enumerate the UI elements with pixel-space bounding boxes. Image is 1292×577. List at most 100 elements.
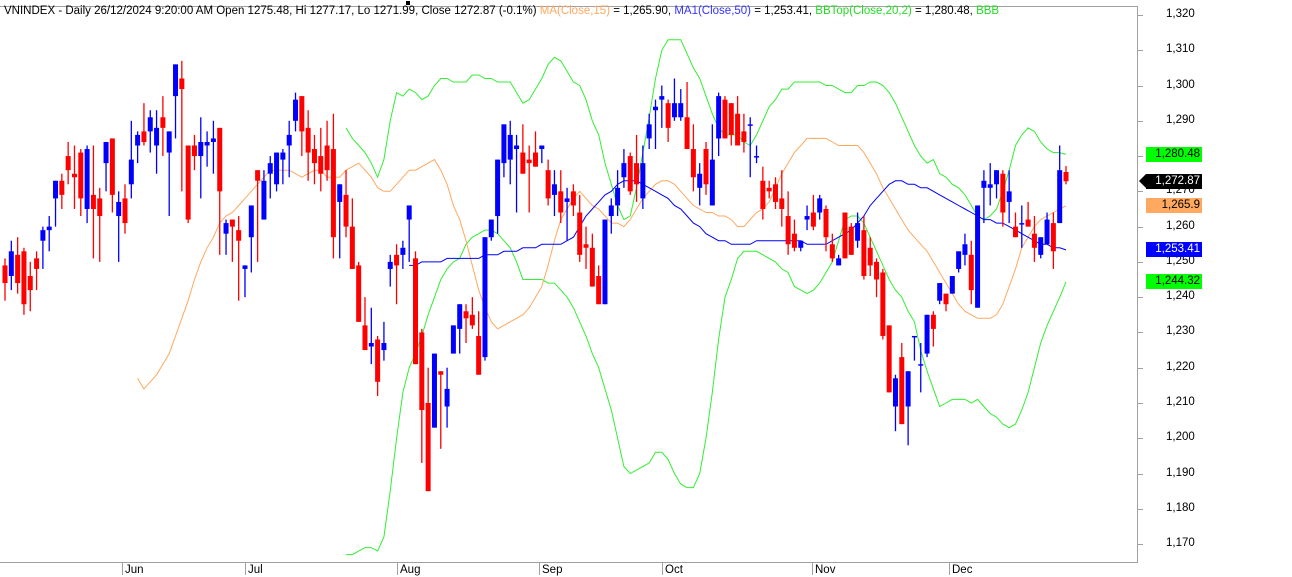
candle (210, 120, 216, 174)
ma50-legend: MA1(Close,50) (674, 5, 752, 17)
candle (191, 134, 197, 171)
candle (223, 219, 229, 255)
ma15-legend: MA(Close,15) (539, 5, 611, 17)
candle (514, 134, 520, 213)
candle (406, 205, 412, 262)
candle (59, 173, 65, 209)
candle (754, 145, 760, 164)
candle (135, 131, 141, 164)
ma15-value-badge: 1,265.9 (1146, 198, 1202, 214)
candle (1063, 166, 1069, 185)
candle (867, 237, 873, 276)
candle (109, 138, 115, 213)
axis-tick (1138, 473, 1143, 475)
candle (615, 170, 621, 217)
close-value-badge: 1,272.87 (1139, 173, 1202, 189)
candle (924, 314, 930, 358)
candle (1000, 170, 1006, 227)
candle (236, 216, 242, 301)
candle (482, 237, 488, 361)
axis-tick (1138, 15, 1143, 16)
candle (741, 113, 747, 153)
candle (78, 149, 84, 217)
axis-label: 1,180 (1166, 501, 1195, 514)
candle (905, 371, 911, 446)
axis-label: 1,210 (1166, 395, 1195, 408)
ma50-value-badge: 1,253.41 (1146, 242, 1202, 258)
candle (450, 325, 456, 354)
candle (280, 149, 286, 185)
chart-header: VNINDEX - Daily 26/12/2024 9:20:00 AM Op… (4, 5, 999, 17)
candle (589, 233, 595, 287)
candle (526, 145, 532, 213)
candle (229, 219, 235, 262)
candle (1012, 212, 1018, 238)
candle (337, 184, 343, 259)
candle (975, 205, 981, 308)
candle (274, 152, 280, 192)
candle (886, 325, 892, 393)
candle (1038, 237, 1044, 259)
month-label-sep: Sep (539, 563, 562, 576)
candle (356, 261, 362, 322)
candle (577, 194, 583, 262)
candle (27, 261, 33, 312)
candle (634, 134, 640, 202)
price-plot (2, 39, 1069, 556)
candle (665, 99, 671, 142)
candle (261, 170, 267, 220)
candle (690, 124, 696, 192)
candle (84, 145, 90, 224)
candle (147, 110, 153, 153)
candle (90, 145, 96, 259)
axis-tick (1138, 85, 1143, 87)
axis-tick (1138, 120, 1143, 122)
candle (747, 117, 753, 178)
ma15-line (137, 137, 1067, 390)
plot-area (0, 6, 1138, 563)
candle (53, 180, 59, 227)
candle (65, 141, 71, 185)
candle (293, 92, 299, 132)
candle (419, 328, 425, 463)
bbtop-legend: BBTop(Close,20,2) (815, 5, 912, 17)
candle (956, 251, 962, 273)
candle (286, 120, 292, 178)
candle (994, 170, 1000, 199)
candle (766, 180, 772, 199)
candle (469, 297, 475, 329)
candle (709, 124, 715, 206)
candle (728, 103, 734, 146)
candle (949, 275, 955, 294)
candle (438, 371, 444, 449)
candle (204, 131, 210, 167)
candle (817, 194, 823, 220)
axis-tick (1138, 50, 1143, 52)
axis-tick (1138, 226, 1143, 228)
axis-tick (1138, 261, 1143, 263)
candle (425, 367, 431, 492)
candle (539, 145, 545, 164)
candle (1031, 216, 1037, 262)
chart-marker (406, 1, 410, 5)
axis-tick (1138, 438, 1143, 440)
candle (899, 343, 905, 425)
axis-label: 1,190 (1166, 466, 1195, 479)
candle (874, 258, 880, 298)
bbbot-value-badge: 1,244.32 (1146, 274, 1202, 290)
candle (659, 85, 665, 128)
axis-tick (1138, 332, 1143, 334)
candle (962, 233, 968, 266)
candle (551, 170, 557, 217)
candle (488, 219, 494, 241)
month-label-aug: Aug (397, 563, 420, 576)
candle (1050, 212, 1056, 269)
ma50-value: = 1,253.41, (751, 5, 816, 17)
candle (2, 258, 8, 301)
candle (608, 198, 614, 234)
month-label-oct: Oct (662, 563, 683, 576)
candle (311, 134, 317, 185)
bbbot-legend: BBB (976, 5, 1000, 17)
candle (330, 113, 336, 259)
